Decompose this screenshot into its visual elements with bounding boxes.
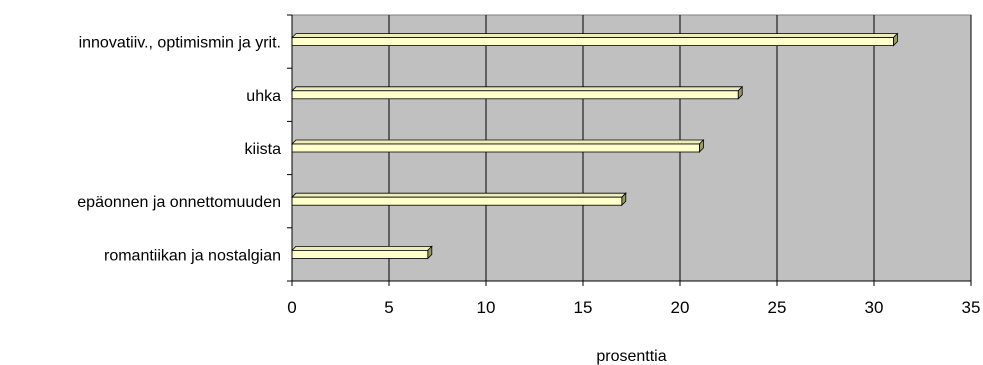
category-label: epäonnen ja onnettomuuden xyxy=(77,194,281,211)
x-tick-label: 30 xyxy=(865,298,884,317)
bar-top xyxy=(291,245,433,251)
bar-front xyxy=(291,90,739,100)
bar-front xyxy=(291,37,894,46)
bar-front xyxy=(291,249,429,259)
category-label: uhka xyxy=(246,88,281,105)
bar-top xyxy=(291,33,899,38)
category-label: kiista xyxy=(245,141,282,158)
category-label: innovatiiv., optimismin ja yrit. xyxy=(79,35,281,52)
x-axis-title: prosenttia xyxy=(596,348,666,365)
bar-front xyxy=(291,196,623,206)
bar xyxy=(291,192,627,207)
bar xyxy=(291,32,899,47)
bar-top xyxy=(291,192,627,198)
gridlines xyxy=(388,15,972,281)
bar xyxy=(291,245,433,260)
x-tick-label: 20 xyxy=(671,298,690,317)
bar xyxy=(291,139,705,153)
x-tick-label: 5 xyxy=(384,298,393,317)
bar-top xyxy=(291,86,744,92)
category-label: romantiikan ja nostalgian xyxy=(104,247,281,264)
x-tick-label: 10 xyxy=(477,298,496,317)
bar xyxy=(291,85,744,100)
category-labels: innovatiiv., optimismin ja yrit. uhka kiis… xyxy=(77,35,281,265)
x-tick-label: 0 xyxy=(287,298,296,317)
axes xyxy=(287,14,972,286)
bar-top xyxy=(291,139,705,145)
bar-front xyxy=(291,143,700,153)
x-tick-label: 25 xyxy=(768,298,787,317)
x-tick-label: 35 xyxy=(962,298,981,317)
x-tick-labels: 0 5 10 15 20 25 30 35 xyxy=(287,298,980,317)
bars xyxy=(291,32,899,260)
x-tick-label: 15 xyxy=(574,298,593,317)
